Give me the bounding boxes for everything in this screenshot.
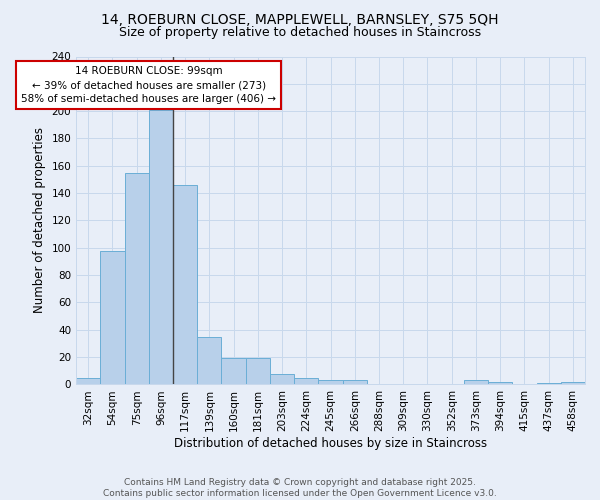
Text: 14 ROEBURN CLOSE: 99sqm
← 39% of detached houses are smaller (273)
58% of semi-d: 14 ROEBURN CLOSE: 99sqm ← 39% of detache… [21, 66, 276, 104]
Bar [125, 172, 149, 384]
Bar [270, 374, 294, 384]
Bar [149, 110, 173, 384]
Bar [100, 250, 125, 384]
Bar [197, 336, 221, 384]
Bar [561, 382, 585, 384]
Bar [173, 185, 197, 384]
Y-axis label: Number of detached properties: Number of detached properties [33, 128, 46, 314]
Bar [343, 380, 367, 384]
Bar [246, 358, 270, 384]
Bar [294, 378, 319, 384]
Bar [76, 378, 100, 384]
Text: Contains HM Land Registry data © Crown copyright and database right 2025.
Contai: Contains HM Land Registry data © Crown c… [103, 478, 497, 498]
Bar [488, 382, 512, 384]
Bar [221, 358, 246, 384]
Bar [319, 380, 343, 384]
X-axis label: Distribution of detached houses by size in Staincross: Distribution of detached houses by size … [174, 437, 487, 450]
Bar [536, 383, 561, 384]
Text: 14, ROEBURN CLOSE, MAPPLEWELL, BARNSLEY, S75 5QH: 14, ROEBURN CLOSE, MAPPLEWELL, BARNSLEY,… [101, 12, 499, 26]
Bar [464, 380, 488, 384]
Text: Size of property relative to detached houses in Staincross: Size of property relative to detached ho… [119, 26, 481, 39]
